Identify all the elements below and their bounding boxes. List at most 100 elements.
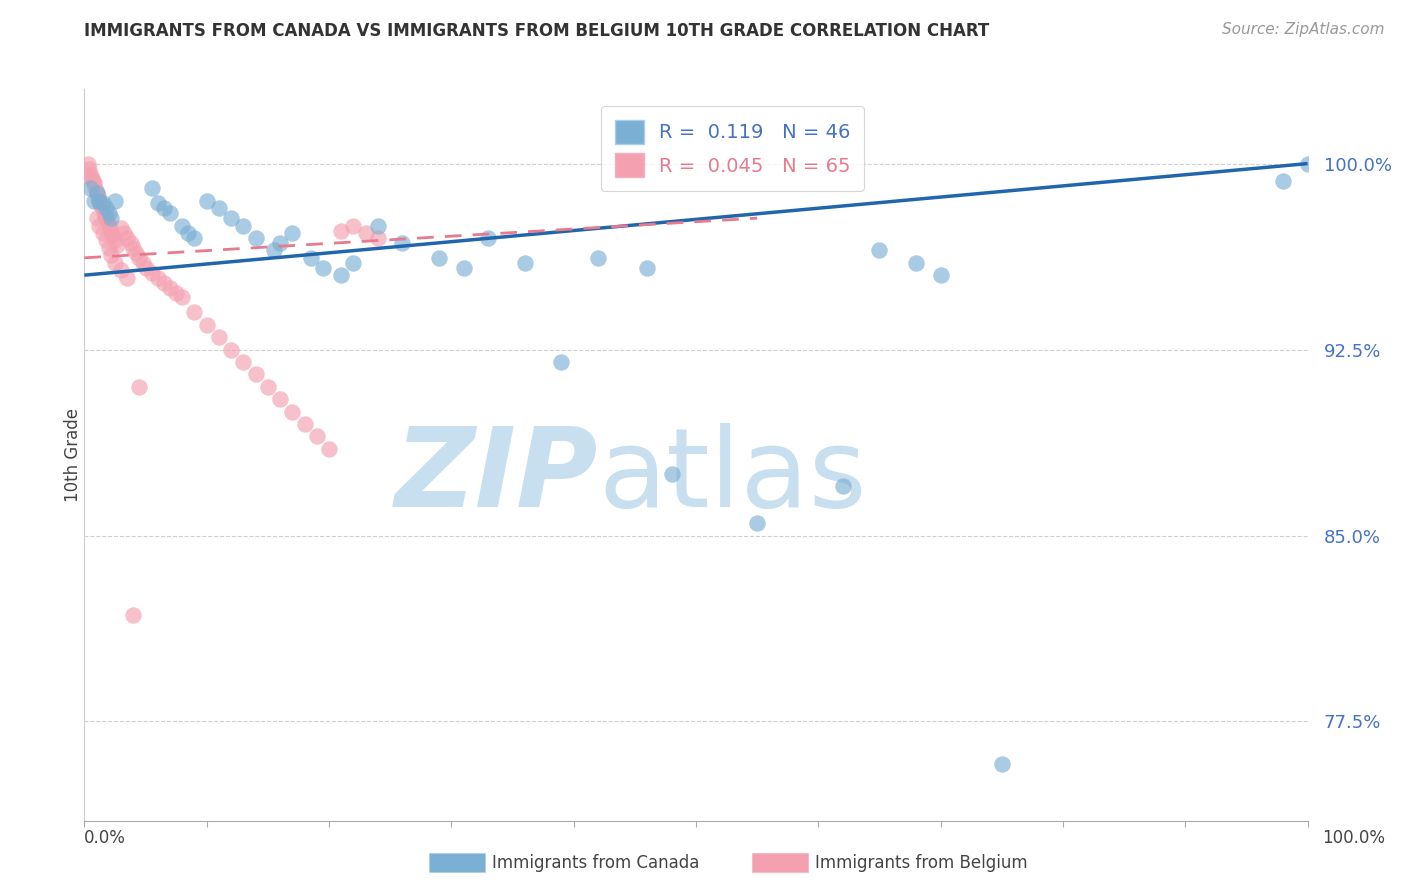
Point [342,256,364,270]
Point [146,196,169,211]
Point [453,260,475,275]
Y-axis label: 10th Grade: 10th Grade [65,408,82,502]
Point [87,194,110,208]
Point [77,161,100,176]
Point [84,181,107,195]
Point [661,467,683,481]
Point [97,219,120,233]
Point [195,194,218,208]
Point [141,266,163,280]
Point [104,256,127,270]
Point [159,280,181,294]
Point [115,231,138,245]
Point [93,206,115,220]
Point [82,174,104,188]
Text: Source: ZipAtlas.com: Source: ZipAtlas.com [1222,22,1385,37]
Point [232,355,254,369]
Point [87,189,110,203]
Point [219,211,242,226]
Point [299,251,322,265]
Point [636,260,658,275]
Point [112,226,135,240]
Point [97,206,120,220]
Point [83,177,105,191]
Point [427,251,450,265]
Point [96,201,118,215]
Point [263,244,285,258]
Point [159,206,181,220]
Point [172,290,194,304]
Point [1272,174,1295,188]
Point [550,355,572,369]
Point [100,226,122,240]
Point [141,181,163,195]
Point [86,186,108,201]
Point [91,196,114,211]
Point [80,171,103,186]
Point [97,216,120,230]
Point [245,231,267,245]
Point [869,244,891,258]
Point [94,209,117,223]
Point [104,234,127,248]
Point [929,268,952,282]
Text: atlas: atlas [598,424,866,531]
Point [177,226,200,240]
Text: 0.0%: 0.0% [84,829,127,847]
Point [281,404,304,418]
Text: Immigrants from Belgium: Immigrants from Belgium [815,854,1028,871]
Point [153,201,176,215]
Legend: R =  0.119   N = 46, R =  0.045   N = 65: R = 0.119 N = 46, R = 0.045 N = 65 [600,106,865,191]
Text: ZIP: ZIP [395,424,598,531]
Point [831,479,853,493]
Point [96,234,118,248]
Point [367,231,389,245]
Point [96,211,118,226]
Point [89,196,111,211]
Point [1296,156,1319,170]
Point [318,442,340,456]
Point [330,223,353,237]
Point [79,167,101,181]
Point [219,343,242,357]
Point [586,251,609,265]
Point [115,270,138,285]
Point [342,219,364,233]
Point [269,392,291,406]
Point [135,260,157,275]
Point [132,256,155,270]
Point [83,194,105,208]
Point [87,194,110,208]
Point [104,194,127,208]
Point [195,318,218,332]
Point [747,516,769,530]
Point [183,231,205,245]
Point [91,226,114,240]
Point [172,219,194,233]
Text: IMMIGRANTS FROM CANADA VS IMMIGRANTS FROM BELGIUM 10TH GRADE CORRELATION CHART: IMMIGRANTS FROM CANADA VS IMMIGRANTS FRO… [84,22,990,40]
Point [153,276,176,290]
Point [110,263,132,277]
Point [91,201,114,215]
Point [86,211,108,226]
Text: 100.0%: 100.0% [1322,829,1385,847]
Point [79,181,101,195]
Point [100,248,122,262]
Point [77,156,100,170]
Point [257,380,280,394]
Point [281,226,304,240]
Point [245,368,267,382]
Point [120,235,142,250]
Point [367,219,389,233]
Point [100,211,122,226]
Point [128,380,150,394]
Point [105,238,128,252]
Point [330,268,353,282]
Text: Immigrants from Canada: Immigrants from Canada [492,854,699,871]
Point [183,305,205,319]
Point [86,186,108,201]
Point [905,256,928,270]
Point [294,417,316,431]
Point [101,228,124,243]
Point [146,270,169,285]
